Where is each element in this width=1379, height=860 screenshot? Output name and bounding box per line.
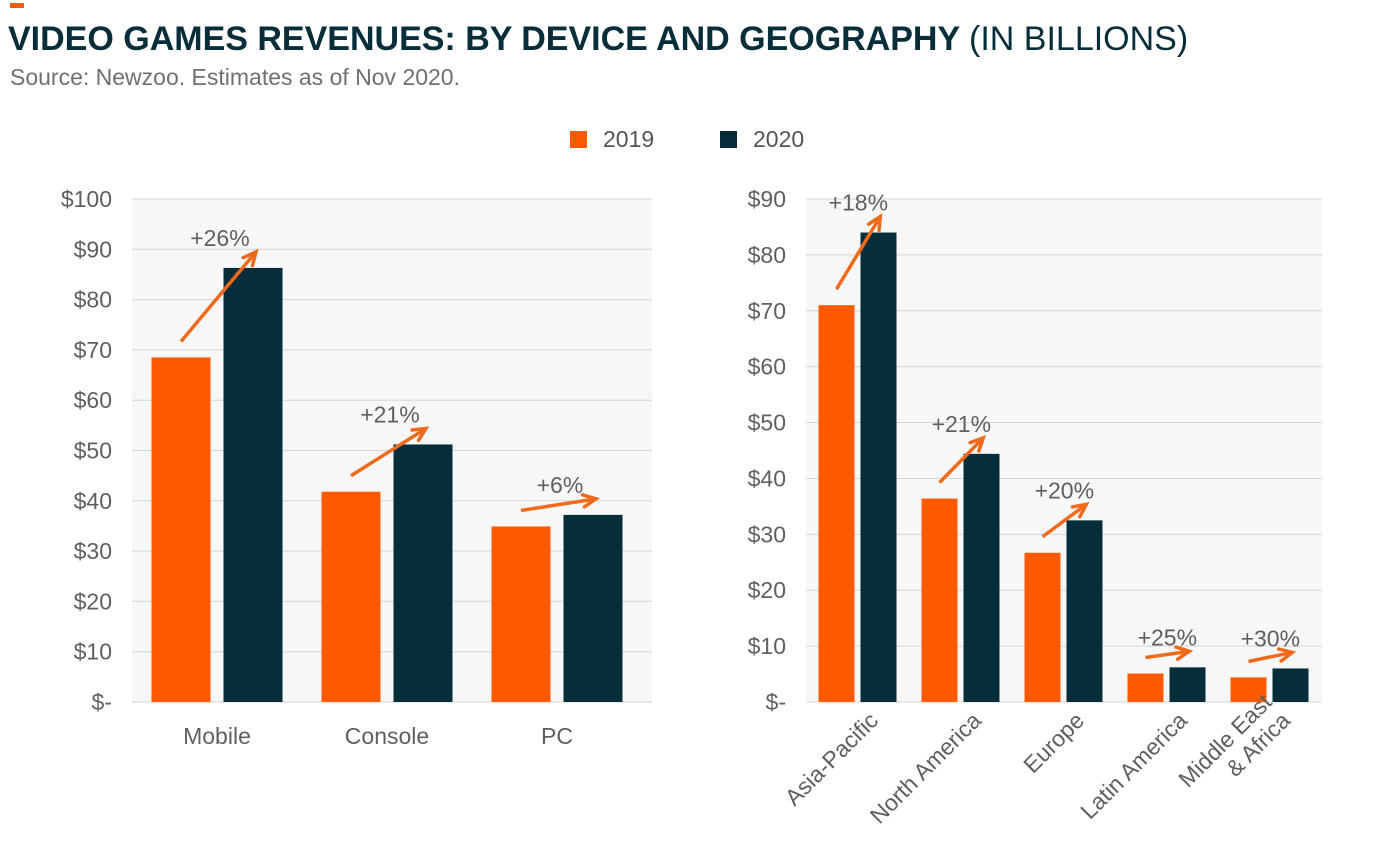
legend-item-2019: 2019 [570,126,654,153]
y-tick-label: $80 [748,242,786,268]
category-label: Console [345,723,429,749]
y-tick-label: $20 [748,577,786,603]
growth-arrow [1041,502,1088,539]
category-label: Asia-Pacific [780,707,883,810]
growth-arrow [1248,650,1293,664]
chart-subtitle: Source: Newzoo. Estimates as of Nov 2020… [10,64,460,90]
category-label: Middle East& Africa [1173,688,1295,810]
y-tick-label: $70 [748,298,786,324]
title-unit: (IN BILLIONS) [969,20,1189,58]
growth-arrow [1145,649,1190,660]
growth-arrowhead [968,434,987,453]
bar-2019-3 [1024,552,1061,702]
bar-2020-2 [393,444,453,702]
legend-label-2019: 2019 [603,126,655,152]
y-tick-label: $30 [74,538,112,564]
growth-arrowhead [241,248,259,268]
legend-swatch-2020 [720,131,737,148]
legend-swatch-2019 [570,131,587,148]
y-tick-label: $40 [74,488,112,514]
bar-2020-3 [563,514,623,702]
y-tick-label: $50 [748,410,786,436]
bar-2020-5 [1272,668,1309,702]
y-tick-label: $30 [748,521,786,547]
y-tick-label: $- [92,689,112,715]
y-tick-label: $70 [74,337,112,363]
bar-2020-3 [1066,520,1103,702]
y-tick-label: $100 [61,186,112,212]
growth-label: +26% [190,225,249,251]
growth-arrow [938,436,985,484]
y-tick-label: $60 [74,387,112,413]
bar-2019-4 [1127,673,1164,702]
growth-arrowhead [1276,647,1297,663]
growth-label: +20% [1035,477,1094,503]
y-tick-label: $10 [748,633,786,659]
y-tick-label: $60 [748,354,786,380]
legend-item-2020: 2020 [720,126,804,153]
chart-geography: $- $10 $20 $30 $40 $50 $60 $70 $80 $90 +18% Asia-Pa… [748,186,1322,829]
bar-2019-2 [321,491,381,702]
bar-2019-1 [151,357,211,702]
y-tick-label: $90 [748,186,786,212]
growth-label: +21% [932,411,991,437]
bar-2020-4 [1169,667,1206,702]
y-tick-label: $20 [74,588,112,614]
bar-2019-5 [1230,677,1267,702]
growth-arrow [179,250,258,343]
category-label: Europe [1018,707,1089,778]
chart-title: VIDEO GAMES REVENUES: BY DEVICE AND GEOG… [8,20,1188,59]
legend-label-2020: 2020 [753,126,805,152]
growth-label: +18% [829,190,888,216]
category-label: Mobile [183,723,251,749]
y-tick-label: $- [766,689,786,715]
growth-arrow [350,426,427,478]
chart-device: $- $10 $20 $30 $40 $50 $60 $70 $80 $90 $100 +26% Mob… [61,186,652,749]
y-tick-label: $90 [74,236,112,262]
growth-arrowhead [866,213,883,233]
growth-arrow [835,215,882,291]
growth-arrowhead [1070,501,1090,519]
bar-2020-2 [963,453,1000,702]
y-tick-label: $80 [74,287,112,313]
y-tick-label: $40 [748,465,786,491]
bar-2019-2 [921,498,958,702]
growth-arrowhead [1174,645,1194,661]
growth-arrowhead [580,493,600,509]
category-label: Latin America [1075,707,1192,824]
growth-label: +30% [1241,625,1300,651]
bar-2019-1 [818,305,855,702]
growth-arrow [520,497,597,513]
bar-2019-3 [491,526,551,702]
y-tick-label: $50 [74,438,112,464]
accent-bar [10,3,24,8]
y-tick-label: $10 [74,639,112,665]
category-label: North America [865,707,987,829]
growth-label: +6% [537,472,584,498]
category-label: PC [541,723,573,749]
bar-2020-1 [223,267,283,702]
growth-label: +21% [360,401,419,427]
title-main: VIDEO GAMES REVENUES: BY DEVICE AND GEOG… [8,20,960,58]
bar-2020-1 [860,232,897,703]
growth-label: +25% [1138,624,1197,650]
growth-arrowhead [410,426,430,443]
